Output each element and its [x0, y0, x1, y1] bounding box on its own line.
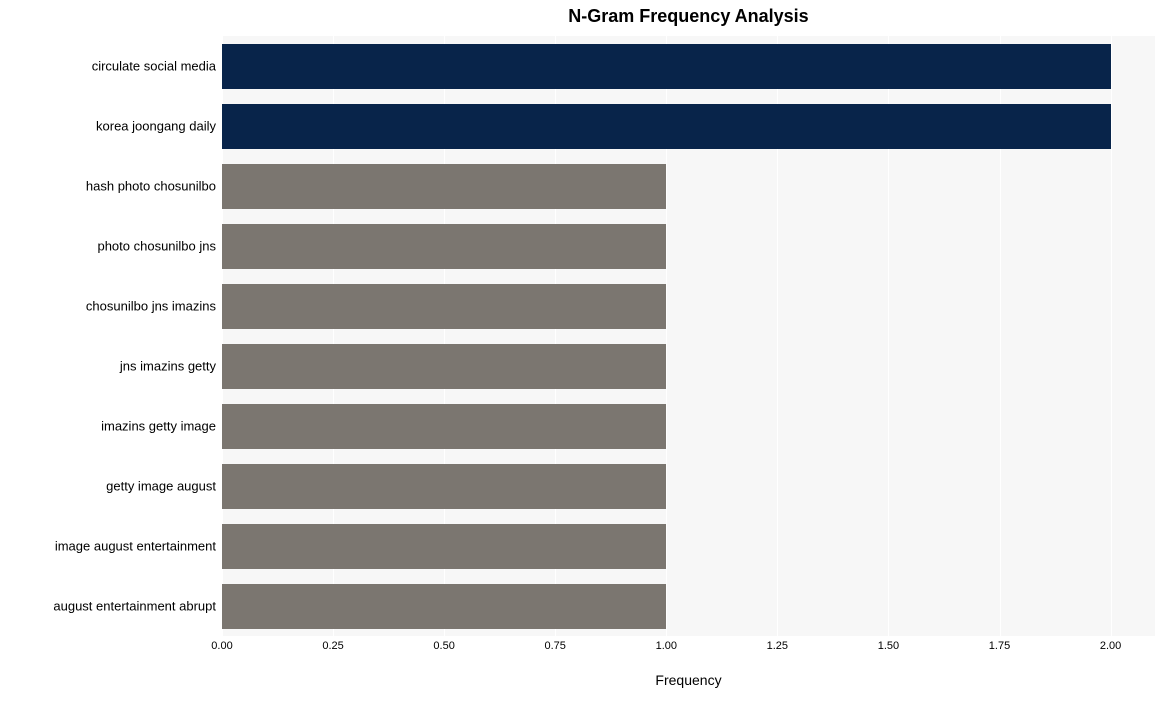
bar: [222, 584, 666, 629]
bar: [222, 524, 666, 569]
y-tick-label: circulate social media: [92, 59, 216, 74]
bar: [222, 464, 666, 509]
y-tick-label: photo chosunilbo jns: [97, 239, 216, 254]
plot-area: [222, 36, 1155, 636]
x-tick-label: 1.50: [878, 640, 899, 652]
x-tick-label: 0.75: [544, 640, 565, 652]
chart-title: N-Gram Frequency Analysis: [222, 6, 1155, 27]
y-tick-label: jns imazins getty: [120, 359, 216, 374]
x-tick-label: 1.25: [767, 640, 788, 652]
bar: [222, 284, 666, 329]
x-tick-label: 1.75: [989, 640, 1010, 652]
x-tick-label: 1.00: [656, 640, 677, 652]
x-tick-label: 2.00: [1100, 640, 1121, 652]
bar: [222, 404, 666, 449]
x-tick-label: 0.00: [211, 640, 232, 652]
y-tick-label: chosunilbo jns imazins: [86, 299, 216, 314]
grid-line: [1111, 36, 1112, 636]
y-tick-label: image august entertainment: [55, 539, 216, 554]
y-tick-label: korea joongang daily: [96, 119, 216, 134]
ngram-frequency-chart: N-Gram Frequency Analysis Frequency 0.00…: [0, 0, 1163, 701]
bar: [222, 164, 666, 209]
bar: [222, 344, 666, 389]
bar: [222, 104, 1111, 149]
bar: [222, 44, 1111, 89]
bar: [222, 224, 666, 269]
x-axis-label: Frequency: [222, 672, 1155, 688]
y-tick-label: hash photo chosunilbo: [86, 179, 216, 194]
y-tick-label: imazins getty image: [101, 419, 216, 434]
y-tick-label: august entertainment abrupt: [53, 599, 216, 614]
x-tick-label: 0.50: [433, 640, 454, 652]
x-tick-label: 0.25: [322, 640, 343, 652]
y-tick-label: getty image august: [106, 479, 216, 494]
